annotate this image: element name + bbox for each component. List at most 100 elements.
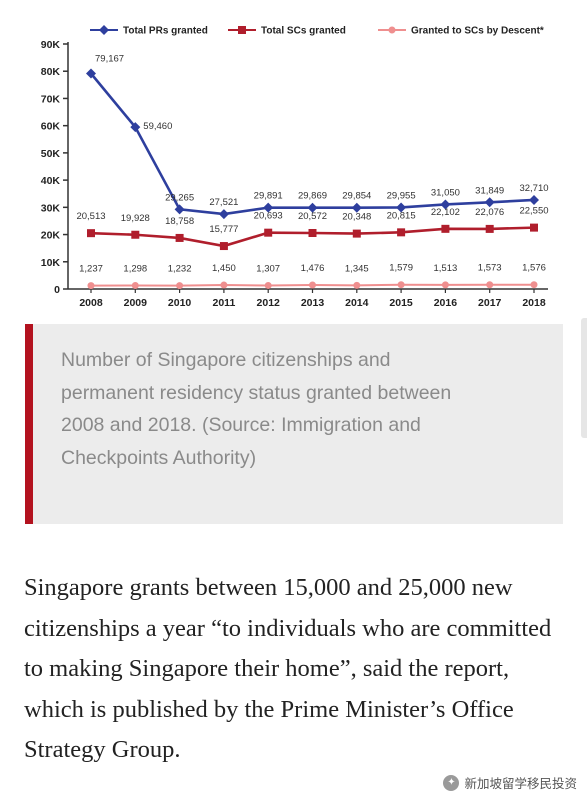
x-tick-label: 2017 xyxy=(478,297,502,309)
data-point xyxy=(264,281,272,289)
data-point xyxy=(396,202,407,213)
data-label: 20,693 xyxy=(254,211,283,222)
legend-marker xyxy=(238,26,246,34)
data-point xyxy=(484,197,495,208)
data-label: 15,777 xyxy=(209,224,238,235)
data-point xyxy=(130,122,141,133)
data-point xyxy=(86,68,96,79)
line-chart: 0 10K 20K 30K 40K 50K 60K 70K 80K 90K 2008 2009 2010… xyxy=(0,0,587,318)
x-tick-label: 2010 xyxy=(168,297,192,309)
legend-marker xyxy=(388,26,396,34)
data-label: 18,758 xyxy=(165,216,194,227)
chart-svg: 0 10K 20K 30K 40K 50K 60K 70K 80K 90K 2008 2009 2010… xyxy=(41,25,549,309)
data-point xyxy=(486,281,494,289)
data-label: 29,854 xyxy=(342,191,371,202)
data-label: 20,815 xyxy=(387,210,416,221)
data-label: 29,955 xyxy=(387,190,416,201)
scrollbar[interactable] xyxy=(581,318,587,438)
data-label: 1,307 xyxy=(256,263,280,274)
data-label: 22,076 xyxy=(475,207,504,218)
legend-label: Total SCs granted xyxy=(261,26,346,37)
data-label: 31,050 xyxy=(431,187,460,198)
data-point xyxy=(263,202,274,213)
data-label: 1,476 xyxy=(301,263,325,274)
data-label: 31,849 xyxy=(475,185,504,196)
article-paragraph: Singapore grants between 15,000 and 25,0… xyxy=(24,574,552,764)
data-label: 22,102 xyxy=(431,207,460,218)
data-label: 27,521 xyxy=(209,197,238,208)
x-tick-label: 2016 xyxy=(434,297,458,309)
data-label: 29,869 xyxy=(298,191,327,202)
data-point xyxy=(307,202,318,213)
legend-label: Granted to SCs by Descent* xyxy=(411,26,544,37)
y-tick-label: 40K xyxy=(41,175,61,187)
data-point xyxy=(131,230,140,239)
data-point xyxy=(353,281,361,289)
data-point xyxy=(87,229,95,238)
data-point xyxy=(87,282,95,290)
legend-marker xyxy=(99,25,109,35)
data-label: 1,573 xyxy=(478,263,502,274)
data-label: 20,572 xyxy=(298,211,327,222)
caption-accent-bar xyxy=(25,324,33,524)
data-label: 1,513 xyxy=(434,263,458,274)
x-tick-label: 2013 xyxy=(301,297,325,309)
y-tick-label: 70K xyxy=(41,93,61,105)
data-label: 1,232 xyxy=(168,264,192,275)
y-tick-label: 90K xyxy=(41,39,61,51)
data-point xyxy=(174,204,185,215)
data-point xyxy=(530,281,538,289)
data-point xyxy=(397,281,405,289)
data-point xyxy=(352,229,361,238)
y-tick-label: 30K xyxy=(41,202,61,214)
data-label: 29,891 xyxy=(254,191,283,202)
data-point xyxy=(351,202,362,213)
data-point xyxy=(219,242,228,251)
data-point xyxy=(529,194,539,205)
data-label: 32,710 xyxy=(519,183,548,194)
x-tick-label: 2011 xyxy=(213,297,236,309)
y-tick-label: 0 xyxy=(54,284,60,296)
data-point xyxy=(176,282,184,290)
y-tick-label: 10K xyxy=(41,257,61,269)
x-tick-label: 2014 xyxy=(345,297,369,309)
data-point xyxy=(220,281,228,289)
data-point xyxy=(485,224,494,233)
watermark: ✦ 新加坡留学移民投资 xyxy=(443,773,577,792)
data-label: 1,579 xyxy=(389,263,413,274)
data-point xyxy=(308,228,317,237)
data-point xyxy=(264,228,273,237)
data-point xyxy=(131,281,139,289)
data-point xyxy=(441,281,449,289)
data-label: 20,513 xyxy=(76,211,105,222)
chart-caption: Number of Singapore citizenships and per… xyxy=(61,349,452,469)
data-label: 1,237 xyxy=(79,264,103,275)
data-point xyxy=(218,209,229,220)
x-tick-label: 2009 xyxy=(124,297,148,309)
data-point xyxy=(440,199,451,210)
x-tick-label: 2015 xyxy=(389,297,413,309)
data-point xyxy=(530,223,538,232)
watermark-text: 新加坡留学移民投资 xyxy=(464,776,577,791)
x-tick-label: 2008 xyxy=(79,297,103,309)
data-label: 20,348 xyxy=(342,212,371,223)
legend-label: Total PRs granted xyxy=(123,26,208,37)
x-tick-label: 2018 xyxy=(522,297,546,309)
data-label: 79,167 xyxy=(95,53,124,64)
y-tick-label: 80K xyxy=(41,66,61,78)
data-label: 59,460 xyxy=(143,121,172,132)
y-tick-label: 20K xyxy=(41,230,61,242)
data-label: 1,298 xyxy=(123,263,147,274)
data-point xyxy=(309,281,316,289)
x-tick-label: 2012 xyxy=(257,297,281,309)
wechat-icon: ✦ xyxy=(443,774,460,791)
y-tick-label: 50K xyxy=(41,148,61,160)
data-point xyxy=(397,228,406,237)
data-point xyxy=(441,224,450,233)
data-label: 1,345 xyxy=(345,263,369,274)
data-label: 19,928 xyxy=(121,213,150,224)
data-label: 22,550 xyxy=(519,206,548,217)
caption-box xyxy=(25,324,563,524)
data-point xyxy=(175,233,184,242)
data-label: 29,265 xyxy=(165,192,194,203)
